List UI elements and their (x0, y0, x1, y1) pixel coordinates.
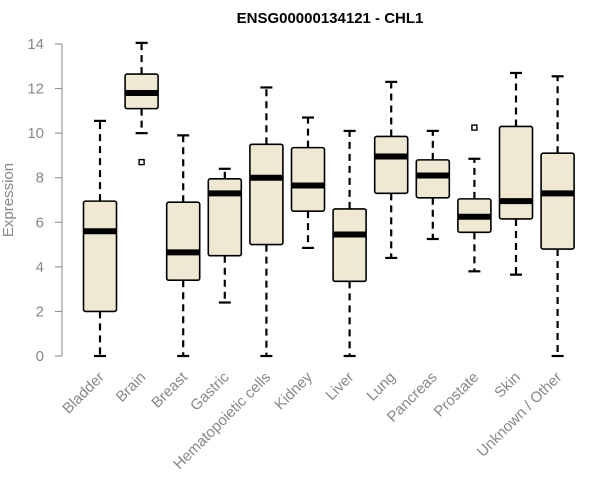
x-label-breast: Breast (148, 368, 191, 411)
box-kidney (290, 116, 326, 250)
box-lung (373, 80, 409, 260)
box-skin (498, 71, 534, 276)
x-label-lung: Lung (363, 369, 399, 405)
x-label-bladder: Bladder (59, 369, 108, 418)
x-label-skin: Skin (491, 369, 524, 402)
box-body-pancreas (415, 159, 451, 199)
x-label-brain: Brain (113, 369, 150, 406)
box-body-lung (373, 135, 409, 195)
box-prostate (457, 124, 492, 273)
box-body-liver (332, 208, 367, 283)
y-axis-label: Expression (0, 163, 17, 237)
y-tick-label-14: 14 (27, 36, 44, 53)
box-body-hematopoietic-cells (249, 143, 284, 246)
y-tick-label-8: 8 (36, 170, 44, 187)
box-hematopoietic-cells (249, 86, 284, 358)
box-breast (165, 134, 201, 358)
y-tick-label-2: 2 (36, 303, 44, 320)
x-label-kidney: Kidney (271, 368, 316, 413)
outlier-brain-0 (138, 158, 145, 166)
y-tick-label-6: 6 (36, 214, 44, 231)
boxes (82, 41, 575, 358)
box-body-bladder (82, 200, 118, 313)
y-tick-label-12: 12 (27, 81, 44, 98)
box-bladder (82, 119, 118, 358)
outlier-prostate-0 (471, 124, 478, 131)
y-tick-label-10: 10 (27, 125, 44, 142)
box-body-breast (165, 201, 201, 282)
box-body-kidney (290, 146, 326, 212)
box-pancreas (415, 129, 451, 241)
box-body-unknown-other (540, 152, 575, 250)
x-label-prostate: Prostate (431, 369, 483, 421)
y-tick-label-4: 4 (36, 259, 44, 276)
box-body-gastric (207, 178, 243, 257)
y-axis-ticks: 0 2 4 6 8 10 12 14 (27, 36, 62, 365)
box-unknown-other (540, 75, 575, 358)
y-tick-label-0: 0 (36, 348, 44, 365)
box-gastric (207, 167, 243, 304)
box-body-skin (498, 125, 534, 220)
x-label-liver: Liver (322, 369, 357, 404)
chart-title: ENSG00000134121 - CHL1 (237, 10, 424, 27)
box-liver (332, 129, 367, 358)
box-brain (124, 41, 159, 166)
